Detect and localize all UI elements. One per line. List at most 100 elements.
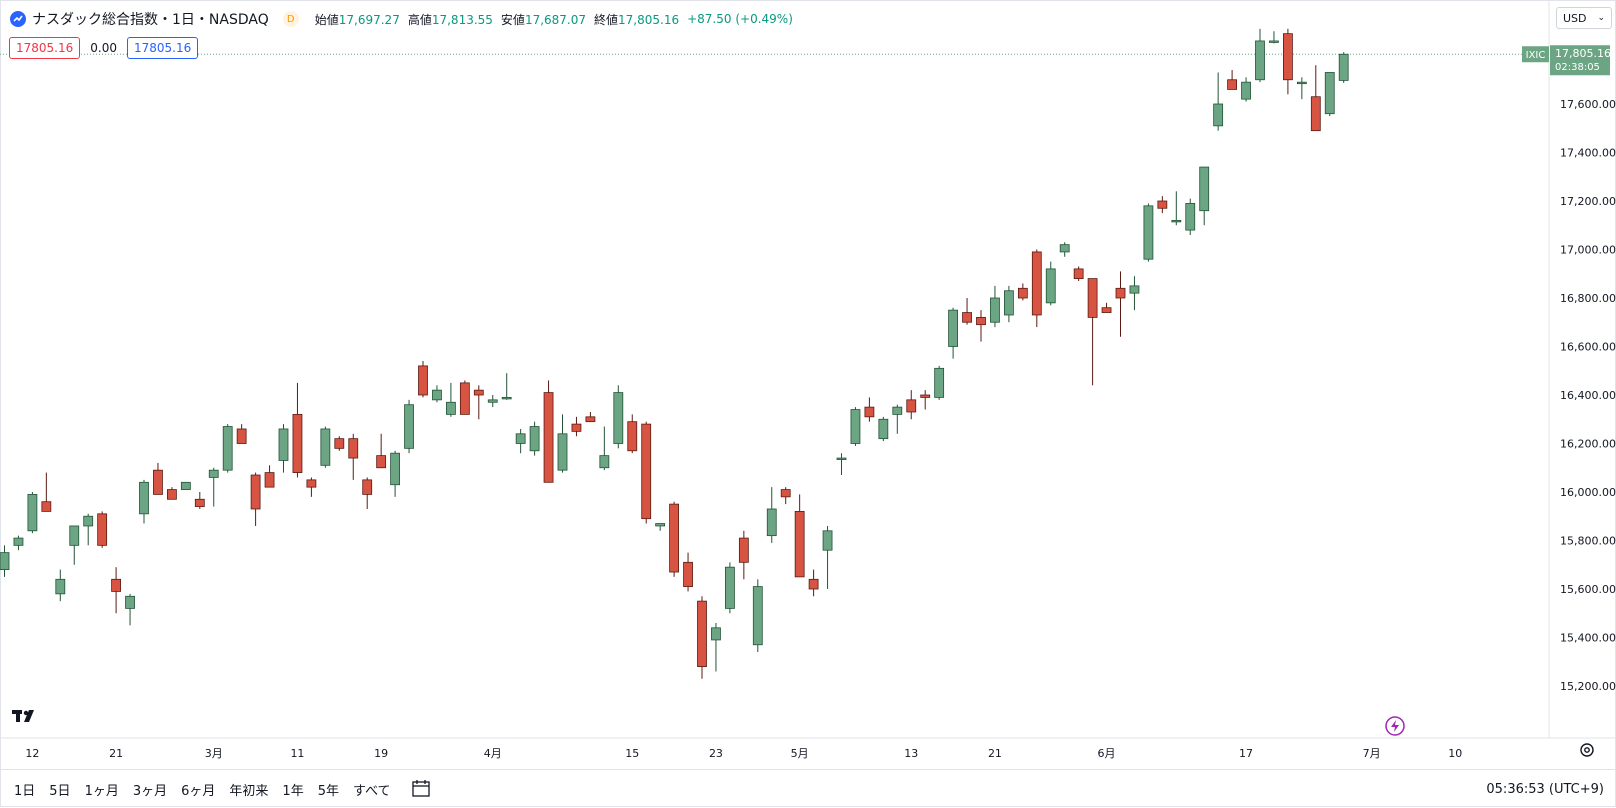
range-1d[interactable]: 1日 xyxy=(14,783,36,799)
candle-body xyxy=(1171,219,1182,223)
candle-body xyxy=(1283,33,1293,81)
x-tick-label: 21 xyxy=(109,747,123,760)
candle-body xyxy=(529,426,540,452)
candle-body xyxy=(194,498,205,507)
candle-body xyxy=(738,537,749,563)
tradingview-logo-icon xyxy=(12,710,34,722)
range-1m[interactable]: 1ヶ月 xyxy=(84,783,119,799)
y-tick-label: 17,400.00 xyxy=(1560,147,1616,160)
range-1y[interactable]: 1年 xyxy=(282,783,304,799)
y-tick-label: 17,000.00 xyxy=(1560,244,1616,257)
y-tick-label: 15,200.00 xyxy=(1560,680,1616,693)
candle-body xyxy=(557,433,568,471)
y-tick-label: 16,000.00 xyxy=(1560,486,1616,499)
candle-body xyxy=(278,428,289,461)
x-tick-label: 17 xyxy=(1239,747,1253,760)
candle-body xyxy=(1227,79,1237,90)
candle-body xyxy=(850,409,861,444)
x-tick-label: 3月 xyxy=(205,747,223,760)
candle-body xyxy=(292,413,303,473)
range-ytd[interactable]: 年初来 xyxy=(229,783,269,799)
close-label: 終値 xyxy=(594,12,619,27)
range-5d[interactable]: 5日 xyxy=(49,783,71,799)
candle-body xyxy=(1143,205,1154,260)
candle-body xyxy=(166,489,177,500)
calendar-range-icon[interactable] xyxy=(411,779,431,799)
candle-body xyxy=(13,537,24,546)
symbol-logo-icon xyxy=(10,11,26,27)
candle-body xyxy=(892,406,903,415)
candle-body xyxy=(711,627,721,641)
candle-body xyxy=(1199,166,1210,212)
clock-timezone[interactable]: 05:36:53 (UTC+9) xyxy=(1486,782,1604,797)
candle-body xyxy=(766,508,777,537)
lightning-icon[interactable] xyxy=(1384,715,1406,737)
candle-body xyxy=(1338,53,1349,81)
candle-body xyxy=(752,586,763,646)
candle-body xyxy=(487,399,498,403)
candle-body xyxy=(1031,251,1042,316)
range-5y[interactable]: 5年 xyxy=(317,783,339,799)
high-value: 17,813.55 xyxy=(431,12,493,27)
buy-button[interactable]: 17805.16 xyxy=(126,37,199,59)
candle-body xyxy=(627,421,638,452)
candle-body xyxy=(1310,96,1321,132)
candle-body xyxy=(459,382,470,415)
candle-body xyxy=(515,433,526,444)
candle-body xyxy=(906,399,917,413)
close-value: 17,805.16 xyxy=(618,12,680,27)
last-price-value: 17,805.16 xyxy=(1555,47,1611,60)
x-tick-label: 12 xyxy=(25,747,39,760)
market-status-badge: D xyxy=(282,11,299,27)
ohlc-open: 始値17,697.27 xyxy=(315,11,400,28)
range-6m[interactable]: 6ヶ月 xyxy=(181,783,216,799)
symbol-title[interactable]: ナスダック総合指数・1日・NASDAQ xyxy=(32,12,269,28)
currency-label: USD xyxy=(1563,11,1587,25)
currency-select[interactable]: USD ⌄ xyxy=(1556,7,1612,29)
candle-body xyxy=(1129,285,1140,294)
y-tick-label: 16,800.00 xyxy=(1560,292,1616,305)
candle-body xyxy=(585,416,596,423)
x-tick-label: 7月 xyxy=(1363,747,1381,760)
price-change: +87.50 (+0.49%) xyxy=(687,12,793,26)
y-tick-label: 16,600.00 xyxy=(1560,341,1616,354)
candle-body xyxy=(571,423,582,432)
gear-icon[interactable] xyxy=(1578,741,1596,759)
chevron-down-icon: ⌄ xyxy=(1597,13,1605,23)
candle-body xyxy=(1213,103,1224,127)
x-tick-label: 4月 xyxy=(484,747,502,760)
candle-body xyxy=(1269,40,1279,43)
candle-body xyxy=(725,566,735,609)
candle-body xyxy=(208,469,219,478)
candle-body xyxy=(55,578,66,595)
candle-body xyxy=(306,479,317,488)
candle-body xyxy=(27,494,38,532)
high-label: 高値 xyxy=(407,12,432,27)
candle-body xyxy=(1296,81,1307,85)
candle-body xyxy=(1017,287,1028,299)
tradingview-logo[interactable] xyxy=(12,709,42,727)
low-label: 安値 xyxy=(500,12,525,27)
candle-body xyxy=(683,561,693,587)
range-all[interactable]: すべて xyxy=(352,783,391,799)
candle-body xyxy=(948,309,958,347)
candle-body xyxy=(390,452,401,486)
candle-body xyxy=(1115,287,1126,299)
x-tick-label: 6月 xyxy=(1098,747,1116,760)
bar-countdown: 02:38:05 xyxy=(1555,62,1600,73)
candle-body xyxy=(780,489,791,498)
range-3m[interactable]: 3ヶ月 xyxy=(132,783,168,799)
candle-body xyxy=(543,392,554,483)
candle-body xyxy=(139,481,149,515)
candle-body xyxy=(376,455,387,469)
candle-body xyxy=(1004,290,1014,316)
candle-body xyxy=(362,479,373,495)
spread-value: 0.00 xyxy=(90,41,117,55)
sell-button[interactable]: 17805.16 xyxy=(9,37,81,59)
candle-body xyxy=(697,600,707,667)
symbol-tag xyxy=(1522,46,1549,63)
y-tick-label: 17,200.00 xyxy=(1560,195,1616,208)
candle-body xyxy=(1045,268,1056,304)
legend: ナスダック総合指数・1日・NASDAQ D 始値17,697.27 高値17,8… xyxy=(10,8,793,30)
